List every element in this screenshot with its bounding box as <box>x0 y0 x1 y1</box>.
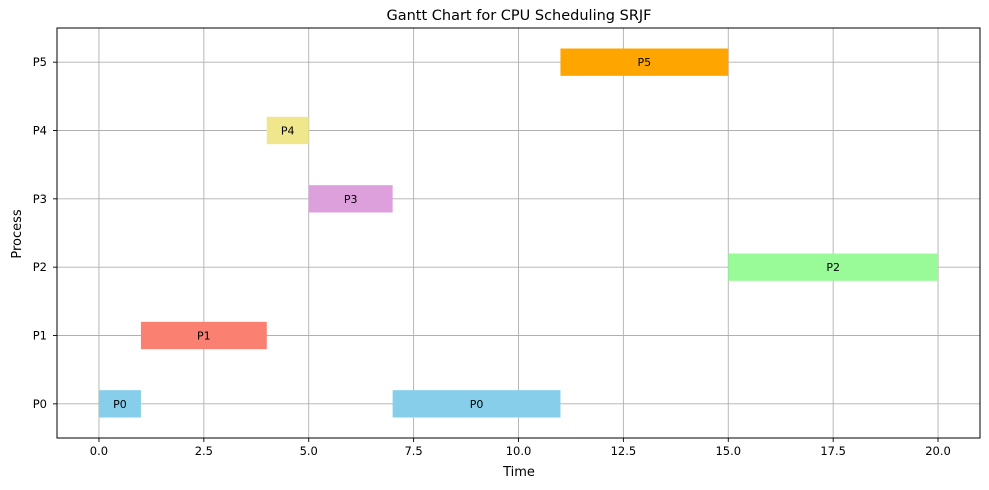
gantt-bar <box>392 390 561 418</box>
grid <box>57 28 980 438</box>
gantt-bar <box>308 185 393 213</box>
gantt-bar-label: P2 <box>826 261 840 274</box>
x-tick-label: 5.0 <box>300 444 318 458</box>
gantt-bar <box>98 390 141 418</box>
chart-title: Gantt Chart for CPU Scheduling SRJF <box>386 8 651 24</box>
bars: P0 P1 P4 P3 P0 P5 P2 <box>98 48 939 418</box>
x-tick-label: 10.0 <box>506 444 532 458</box>
gantt-bar-label: P0 <box>470 398 484 411</box>
gantt-bar-label: P5 <box>638 56 652 69</box>
gantt-bar <box>560 48 729 76</box>
x-tick-label: 20.0 <box>925 444 951 458</box>
x-tick-label: 7.5 <box>404 444 422 458</box>
gantt-bar <box>728 253 939 281</box>
y-tick-label: P4 <box>33 124 47 138</box>
gantt-bar <box>140 321 267 350</box>
x-tick-label: 0.0 <box>90 444 108 458</box>
gantt-bar-label: P4 <box>281 125 295 138</box>
x-axis-label: Time <box>502 465 535 480</box>
gantt-bar-label: P0 <box>113 398 127 411</box>
y-tick-label: P2 <box>33 260 47 274</box>
gantt-bar-label: P1 <box>197 330 211 343</box>
y-tick-label: P1 <box>33 329 47 343</box>
gantt-bar <box>266 116 309 145</box>
y-tick-label: P3 <box>33 192 47 206</box>
y-tick-label: P5 <box>33 55 47 69</box>
y-tick-label: P0 <box>33 397 47 411</box>
x-tick-label: 2.5 <box>195 444 213 458</box>
x-tick-label: 17.5 <box>820 444 846 458</box>
x-tick-label: 12.5 <box>611 444 637 458</box>
y-axis-ticks: P0 P1 P2 P3 P4 P5 <box>33 55 57 411</box>
gantt-bar-label: P3 <box>344 193 358 206</box>
x-tick-label: 15.0 <box>715 444 741 458</box>
x-axis-ticks: 0.0 2.5 5.0 7.5 10.0 12.5 15.0 17.5 20.0 <box>90 438 951 458</box>
y-axis-label: Process <box>10 209 25 259</box>
